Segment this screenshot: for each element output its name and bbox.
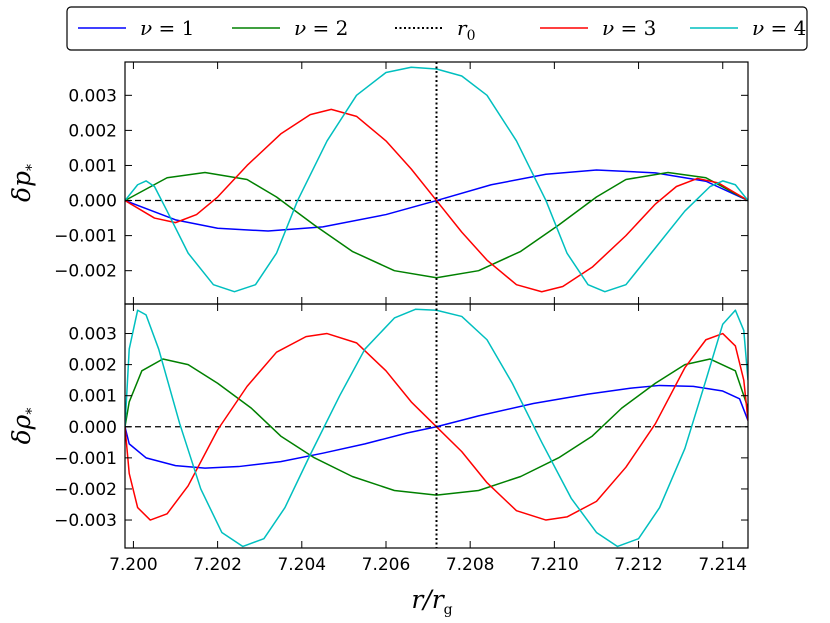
y-tick-label: 0.002 — [68, 356, 117, 376]
legend-item-nu2: ν = 2 — [232, 16, 348, 40]
y-tick-label: 0.001 — [68, 156, 117, 176]
y-axis-label-drho: δρ* — [7, 408, 40, 445]
series-line-nu3 — [125, 108, 748, 293]
x-tick-label: 7.202 — [193, 555, 242, 575]
y-tick-label: 0.003 — [68, 325, 117, 345]
x-tick-label: 7.214 — [698, 555, 747, 575]
series-line-nu1 — [125, 384, 748, 469]
legend-label: r0 — [457, 16, 475, 44]
legend-label: ν = 2 — [294, 16, 348, 40]
x-tick-label: 7.204 — [277, 555, 326, 575]
y-tick-label: −0.001 — [54, 227, 117, 247]
x-tick-label: 7.212 — [614, 555, 663, 575]
y-tick-label: 0.001 — [68, 387, 117, 407]
x-tick-label: 7.206 — [362, 555, 411, 575]
y-tick-label: −0.002 — [54, 480, 117, 500]
panel-dp: −0.002 −0.001 0.000 0.001 0.002 0.003 — [54, 61, 749, 305]
legend-label: ν = 1 — [140, 16, 194, 40]
y-tick-label: 0.000 — [68, 192, 117, 212]
x-tick-label: 7.210 — [530, 555, 579, 575]
y-tick-label: 0.000 — [68, 418, 117, 438]
y-tick-label: −0.002 — [54, 262, 117, 282]
x-tick-label: 7.200 — [109, 555, 158, 575]
y-tick-label: 0.003 — [68, 86, 117, 106]
y-axis-label-dp: δp* — [7, 164, 40, 202]
series-line-nu4 — [125, 308, 748, 548]
y-tick-label: −0.003 — [54, 511, 117, 531]
legend-item-nu1: ν = 1 — [78, 16, 194, 40]
dp-series-group — [125, 62, 748, 304]
legend-item-r0: r0 — [395, 16, 475, 44]
drho-series-group — [125, 304, 748, 548]
y-tick-label: −0.001 — [54, 449, 117, 469]
legend-item-nu3: ν = 3 — [540, 16, 656, 40]
y-tick-label: 0.002 — [68, 121, 117, 141]
legend-label: ν = 4 — [752, 16, 806, 40]
x-axis-label: r/rg — [411, 585, 452, 618]
legend-item-nu4: ν = 4 — [690, 16, 806, 40]
series-line-nu2 — [125, 171, 748, 279]
panel-drho: −0.003 −0.002 −0.001 0.000 0.001 0.002 0.003 7.… — [54, 303, 749, 575]
axes-frame — [124, 303, 749, 549]
legend-label: ν = 3 — [602, 16, 656, 40]
series-line-nu4 — [125, 66, 748, 293]
series-line-nu2 — [125, 358, 748, 496]
legend: ν = 1 ν = 2 r0 ν = 3 ν = 4 — [66, 6, 808, 51]
x-tick-label: 7.208 — [446, 555, 495, 575]
